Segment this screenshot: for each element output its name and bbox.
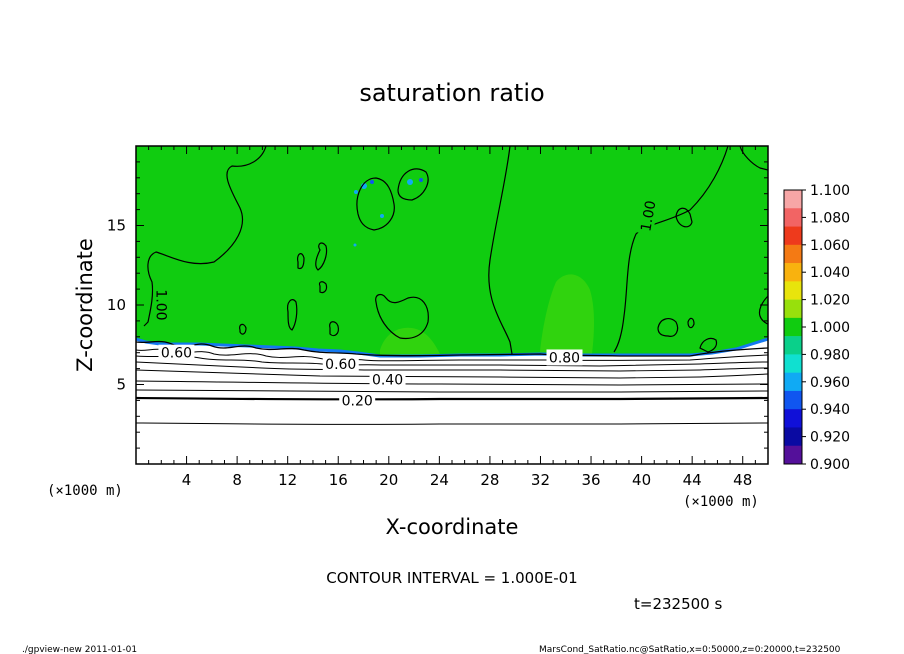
colorbar-swatch: [784, 281, 802, 300]
x-tick-label: 12: [278, 471, 297, 489]
contours-1.00: [143, 146, 768, 355]
contour-label-bg: [322, 355, 359, 372]
contour-label-bg: [158, 344, 195, 361]
colorbar: 1.100 1.080 1.060 1.040 1.020 1.000 0.980 0.960…: [783, 183, 850, 473]
footer-right: MarsCond_SatRatio.nc@SatRatio,x=0:50000,…: [539, 645, 841, 654]
x-tick-label: 24: [430, 471, 449, 489]
footer-left: ./gpview-new 2011-01-01: [22, 645, 137, 654]
colorbar-label: 0.900: [810, 457, 850, 473]
y-axis-label: Z-coordinate: [73, 238, 97, 372]
x-tick-label: 32: [531, 471, 550, 489]
colorbar-label: 1.040: [810, 265, 850, 281]
unsaturated-speck: [407, 179, 413, 185]
contour-label-bg: [369, 371, 406, 388]
colorbar-swatch: [784, 409, 802, 428]
y-tick-label: 10: [107, 296, 126, 314]
colorbar-swatch: [784, 244, 802, 264]
colorbar-swatch: [784, 427, 802, 447]
contour-label: 0.40: [369, 371, 406, 389]
x-tick-label: 28: [480, 471, 499, 489]
contour-interval-text: CONTOUR INTERVAL = 1.000E-01: [326, 569, 577, 587]
contour-label: 1.00: [636, 196, 659, 236]
y-tick-label: 15: [107, 217, 126, 235]
x-axis-unit-right: (×1000 m): [683, 494, 759, 510]
plot-area: [136, 146, 768, 425]
unsaturated-speck: [380, 214, 384, 218]
contour-label-bg: [546, 349, 583, 366]
supersaturated-patch: [540, 274, 594, 354]
x-tick-label: 44: [683, 471, 702, 489]
colorbar-swatch: [784, 372, 802, 392]
colorbar-swatch: [784, 208, 802, 227]
unsaturated-speck: [419, 178, 423, 182]
contour-label: 1.00: [152, 287, 170, 323]
contour-label-bg: [636, 196, 659, 236]
contour-label-text: 1.00: [638, 199, 659, 232]
x-tick-label: 20: [379, 471, 398, 489]
x-tick-label: 8: [232, 471, 242, 489]
contour-label: 0.80: [546, 349, 583, 366]
contour-label: 0.20: [339, 392, 376, 409]
chart-title: saturation ratio: [359, 79, 544, 107]
contour-label-text: 0.80: [549, 350, 580, 366]
colorbar-label: 1.000: [810, 320, 850, 336]
colorbar-swatch: [784, 317, 802, 337]
x-tick-label: 48: [733, 471, 752, 489]
x-tick-label: 40: [632, 471, 651, 489]
saturated-region: [136, 146, 768, 355]
colorbar-swatch: [784, 190, 802, 209]
contour-label-bg: [339, 392, 376, 409]
colorbar-label: 0.920: [810, 430, 850, 446]
colorbar-swatch: [784, 336, 802, 355]
contour-label-text: 0.40: [372, 373, 403, 389]
colorbar-swatch: [784, 354, 802, 373]
colorbar-label: 1.060: [810, 238, 850, 254]
contour-label-text: 0.60: [161, 346, 192, 362]
contour-label-text: 1.00: [152, 289, 168, 320]
contour-label: 0.60: [158, 344, 195, 362]
colorbar-swatch: [784, 263, 802, 282]
x-axis-unit-left: (×1000 m): [47, 483, 123, 499]
contour-labels: 0.20 0.40 0.60 0.60 0.80 1.00 1.00: [152, 196, 659, 409]
x-axis-label: X-coordinate: [386, 515, 519, 539]
colorbar-label: 0.980: [810, 347, 850, 363]
colorbar-swatch: [784, 390, 802, 410]
unsaturated-speck: [354, 190, 358, 194]
y-axis-ticks: 5 10 15: [107, 161, 768, 449]
x-tick-label: 16: [329, 471, 348, 489]
colorbar-label: 1.020: [810, 293, 850, 309]
colorbar-label: 1.080: [810, 210, 850, 226]
colorbar-swatch: [784, 226, 802, 246]
colorbar-swatch: [784, 299, 802, 319]
unsaturated-speck: [353, 243, 357, 247]
colorbar-label: 1.100: [810, 183, 850, 199]
time-text: t=232500 s: [634, 595, 722, 613]
y-tick-label: 5: [116, 376, 126, 394]
unsaturated-speck: [370, 180, 374, 184]
contour-label-bg: [153, 287, 170, 323]
x-tick-label: 4: [182, 471, 192, 489]
contour-label: 0.60: [322, 355, 359, 373]
contour-label-text: 0.60: [325, 357, 356, 373]
colorbar-label: 0.960: [810, 375, 850, 391]
x-tick-label: 36: [581, 471, 600, 489]
colorbar-label: 0.940: [810, 402, 850, 418]
contour-label-text: 0.20: [342, 393, 373, 409]
x-axis-ticks: 4 8 12 16 20 24 28 32 36 40 44 48: [148, 146, 756, 489]
colorbar-swatch: [784, 445, 802, 465]
